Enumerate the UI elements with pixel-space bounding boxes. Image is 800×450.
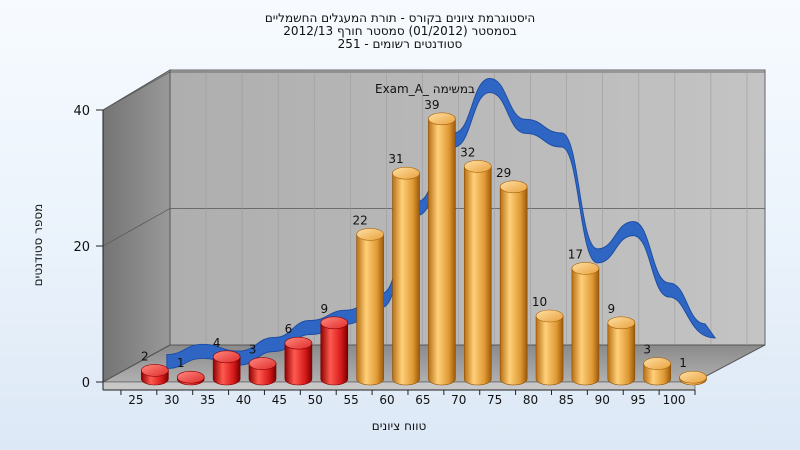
bar-25 bbox=[141, 364, 169, 386]
bar-100 bbox=[679, 370, 707, 386]
axes: 0 20 40 25 30 35 40 45 50 55 60 65 70 75 80 85 90 95 100 bbox=[73, 104, 696, 407]
bar-data-label: 32 bbox=[460, 145, 475, 159]
grid-lines bbox=[102, 71, 765, 383]
x-tick-label: 100 bbox=[663, 393, 686, 407]
bar-top bbox=[428, 112, 456, 126]
bar-30 bbox=[176, 370, 205, 386]
bar-35 bbox=[212, 350, 241, 386]
bar-95 bbox=[643, 357, 671, 386]
x-tick-label: 25 bbox=[128, 393, 143, 407]
x-tick-label: 80 bbox=[523, 393, 538, 407]
bar-body bbox=[212, 356, 241, 386]
bar-top bbox=[499, 180, 528, 194]
bar-90 bbox=[607, 316, 636, 386]
bar-top bbox=[320, 316, 349, 330]
bar-top bbox=[141, 364, 169, 377]
bar-data-label: 10 bbox=[532, 295, 547, 309]
bar-top bbox=[392, 166, 420, 180]
x-tick-label: 60 bbox=[379, 393, 394, 407]
bar-top bbox=[643, 357, 671, 370]
x-tick-label: 90 bbox=[595, 393, 610, 407]
bar-60 bbox=[392, 166, 420, 386]
chart-title-line-2: בסמסטר (01/2012) סמסטר חורף 2012/13 bbox=[283, 24, 517, 38]
bar-top bbox=[248, 357, 277, 370]
chart-title-line-1: היסטוגרמת ציונים בקורס - תורת המעגלים הח… bbox=[264, 11, 536, 25]
bar-top bbox=[176, 370, 205, 384]
bar-body bbox=[535, 315, 564, 386]
bar-body bbox=[571, 268, 600, 386]
bar-top bbox=[571, 262, 600, 275]
bar-50 bbox=[320, 316, 349, 386]
bar-top bbox=[284, 336, 313, 350]
bar-body bbox=[607, 322, 636, 386]
y-tick-label: 0 bbox=[82, 376, 90, 391]
bar-body bbox=[356, 234, 384, 386]
bar-top bbox=[679, 370, 707, 384]
bar-55 bbox=[356, 228, 384, 386]
x-axis-label: טווח ציונים bbox=[372, 419, 427, 433]
bar-data-label: 3 bbox=[249, 343, 257, 357]
bar-data-label: 17 bbox=[568, 247, 583, 261]
x-tick-label: 50 bbox=[308, 393, 323, 407]
x-tick-label: 70 bbox=[451, 393, 466, 407]
bar-body bbox=[428, 118, 456, 386]
chart-title-line-3: סטודנטים רשומים - 251 bbox=[337, 37, 463, 51]
x-tick-label: 85 bbox=[559, 393, 574, 407]
bar-top bbox=[607, 316, 636, 330]
bar-data-label: 3 bbox=[643, 343, 651, 357]
bar-data-label: 1 bbox=[679, 356, 687, 370]
bar-85 bbox=[571, 262, 600, 386]
bar-data-label: 6 bbox=[285, 322, 293, 336]
y-tick-label: 40 bbox=[73, 104, 90, 119]
bar-series bbox=[141, 112, 707, 386]
bar-data-label: 39 bbox=[424, 98, 439, 112]
bar-top bbox=[463, 160, 492, 173]
bar-body bbox=[284, 342, 313, 386]
x-tick-label: 45 bbox=[272, 393, 287, 407]
bar-data-label: 2 bbox=[141, 349, 149, 363]
y-tick-label: 20 bbox=[73, 240, 90, 255]
x-tick-label: 55 bbox=[344, 393, 359, 407]
bar-65 bbox=[428, 112, 456, 386]
bar-body bbox=[320, 322, 349, 386]
bar-top bbox=[356, 228, 384, 241]
series-legend-label: Exam_A_ במשימה bbox=[375, 82, 475, 96]
bar-40 bbox=[248, 357, 277, 386]
bar-data-label: 4 bbox=[213, 336, 221, 350]
x-tick-label: 30 bbox=[164, 393, 179, 407]
x-tick-label: 95 bbox=[631, 393, 646, 407]
bar-data-label: 9 bbox=[320, 302, 328, 316]
bar-top bbox=[535, 309, 564, 323]
bar-data-label: 1 bbox=[177, 356, 185, 370]
bar-45 bbox=[284, 336, 313, 386]
x-tick-label: 65 bbox=[415, 393, 430, 407]
bar-top bbox=[212, 350, 241, 364]
bar-80 bbox=[535, 309, 564, 386]
chart-side-wall bbox=[102, 69, 171, 383]
bar-70 bbox=[463, 160, 492, 386]
bar-body bbox=[463, 166, 492, 386]
x-tick-label: 35 bbox=[200, 393, 215, 407]
bar-data-label: 31 bbox=[388, 152, 403, 166]
bar-75 bbox=[499, 180, 528, 386]
x-tick-label: 40 bbox=[236, 393, 251, 407]
bar-body bbox=[392, 172, 420, 386]
x-tick-label: 75 bbox=[487, 393, 502, 407]
bar-body bbox=[499, 186, 528, 386]
y-axis-label: מספר סטודנטים bbox=[31, 204, 45, 287]
bar-data-label: 9 bbox=[607, 302, 615, 316]
bar-data-label: 29 bbox=[496, 166, 511, 180]
bar-data-label: 22 bbox=[353, 213, 368, 227]
